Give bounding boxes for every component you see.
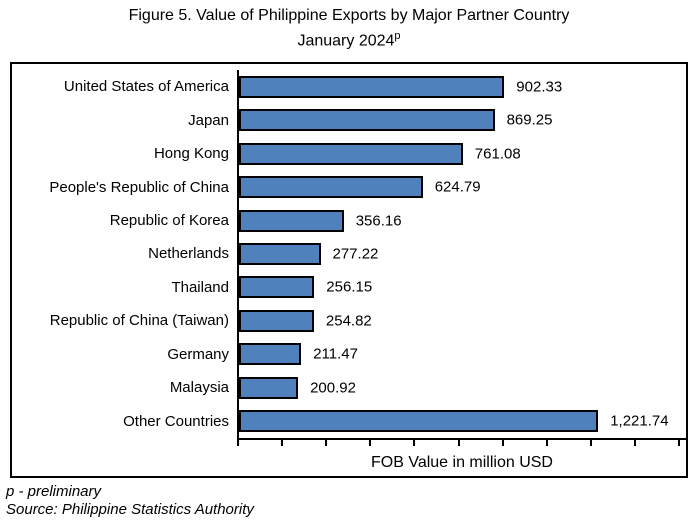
chart-title-line1: Figure 5. Value of Philippine Exports by… bbox=[128, 7, 570, 24]
x-axis-ticks bbox=[237, 440, 680, 447]
x-axis-tick bbox=[501, 440, 504, 446]
chart-row: Germany 211.47 bbox=[12, 338, 686, 371]
chart-row: Malaysia 200.92 bbox=[12, 371, 686, 404]
bar bbox=[239, 176, 423, 199]
plot-area: United States of America 902.33 Japan 869.2… bbox=[10, 62, 688, 478]
bar bbox=[239, 75, 505, 98]
category-label: Germany bbox=[167, 345, 229, 363]
x-axis-tick bbox=[457, 440, 460, 446]
bar-track: 200.92 bbox=[239, 371, 680, 404]
plot-rows: United States of America 902.33 Japan 869.2… bbox=[12, 70, 686, 438]
bar bbox=[239, 276, 315, 299]
chart-row: Republic of China (Taiwan) 254.82 bbox=[12, 304, 686, 337]
chart-row: Other Countries 1,221.74 bbox=[12, 405, 686, 438]
bar-track: 356.16 bbox=[239, 204, 680, 237]
x-axis-line bbox=[237, 438, 687, 440]
bar-track: 1,221.74 bbox=[239, 405, 680, 438]
value-label: 1,221.74 bbox=[610, 412, 669, 430]
bar-track: 277.22 bbox=[239, 237, 680, 270]
value-label: 869.25 bbox=[506, 111, 553, 129]
category-label: Netherlands bbox=[148, 245, 229, 263]
value-label: 200.92 bbox=[310, 379, 356, 397]
category-label: Japan bbox=[188, 111, 229, 129]
x-axis-tick bbox=[369, 440, 372, 446]
category-label: Other Countries bbox=[123, 412, 229, 430]
chart-row: Thailand 256.15 bbox=[12, 271, 686, 304]
x-axis-tick bbox=[678, 440, 680, 446]
bar-track: 256.15 bbox=[239, 271, 680, 304]
category-label: Republic of China (Taiwan) bbox=[49, 312, 229, 330]
x-axis-title: FOB Value in million USD bbox=[371, 454, 553, 471]
category-label: Republic of Korea bbox=[109, 212, 229, 230]
bar bbox=[239, 376, 299, 399]
bar-track: 761.08 bbox=[239, 137, 680, 170]
bar bbox=[239, 343, 302, 366]
value-label: 761.08 bbox=[474, 145, 521, 163]
x-axis-tick bbox=[325, 440, 328, 446]
y-axis-line bbox=[237, 70, 239, 440]
category-label: United States of America bbox=[63, 78, 229, 96]
preliminary-note: p - preliminary bbox=[6, 483, 102, 500]
bar bbox=[239, 109, 495, 132]
bar bbox=[239, 142, 463, 165]
x-axis-tick bbox=[633, 440, 636, 446]
category-label: Malaysia bbox=[169, 379, 229, 397]
source-note: Source: Philippine Statistics Authority bbox=[6, 501, 254, 518]
chart-title: Figure 5. Value of Philippine Exports by… bbox=[0, 5, 698, 51]
chart-row: United States of America 902.33 bbox=[12, 70, 686, 103]
chart-row: Japan 869.25 bbox=[12, 103, 686, 136]
category-label: Hong Kong bbox=[153, 145, 229, 163]
value-label: 356.16 bbox=[355, 212, 402, 230]
value-label: 902.33 bbox=[516, 78, 563, 96]
x-axis-tick bbox=[545, 440, 548, 446]
chart-row: People's Republic of China 624.79 bbox=[12, 170, 686, 203]
x-axis-tick bbox=[413, 440, 416, 446]
bar-track: 869.25 bbox=[239, 103, 680, 136]
value-label: 624.79 bbox=[434, 178, 481, 196]
bar bbox=[239, 209, 344, 232]
bar-track: 254.82 bbox=[239, 304, 680, 337]
bar bbox=[239, 242, 321, 265]
chart-title-line2: January 2024p bbox=[297, 30, 401, 50]
bar-track: 211.47 bbox=[239, 338, 680, 371]
chart-footnotes: p - preliminary Source: Philippine Stati… bbox=[6, 483, 254, 519]
value-label: 254.82 bbox=[325, 312, 372, 330]
bar bbox=[239, 410, 599, 433]
bar bbox=[239, 309, 314, 332]
chart-row: Netherlands 277.22 bbox=[12, 237, 686, 270]
preliminary-superscript: p bbox=[394, 30, 401, 42]
chart-row: Republic of Korea 356.16 bbox=[12, 204, 686, 237]
category-label: People's Republic of China bbox=[49, 178, 229, 196]
chart-row: Hong Kong 761.08 bbox=[12, 137, 686, 170]
value-label: 211.47 bbox=[313, 345, 358, 363]
bar-track: 624.79 bbox=[239, 170, 680, 203]
x-axis-tick bbox=[281, 440, 284, 446]
x-axis-tick bbox=[589, 440, 592, 446]
value-label: 277.22 bbox=[332, 245, 379, 263]
x-axis-tick bbox=[237, 440, 239, 446]
category-label: Thailand bbox=[171, 278, 229, 296]
value-label: 256.15 bbox=[326, 278, 373, 296]
bar-track: 902.33 bbox=[239, 70, 680, 103]
